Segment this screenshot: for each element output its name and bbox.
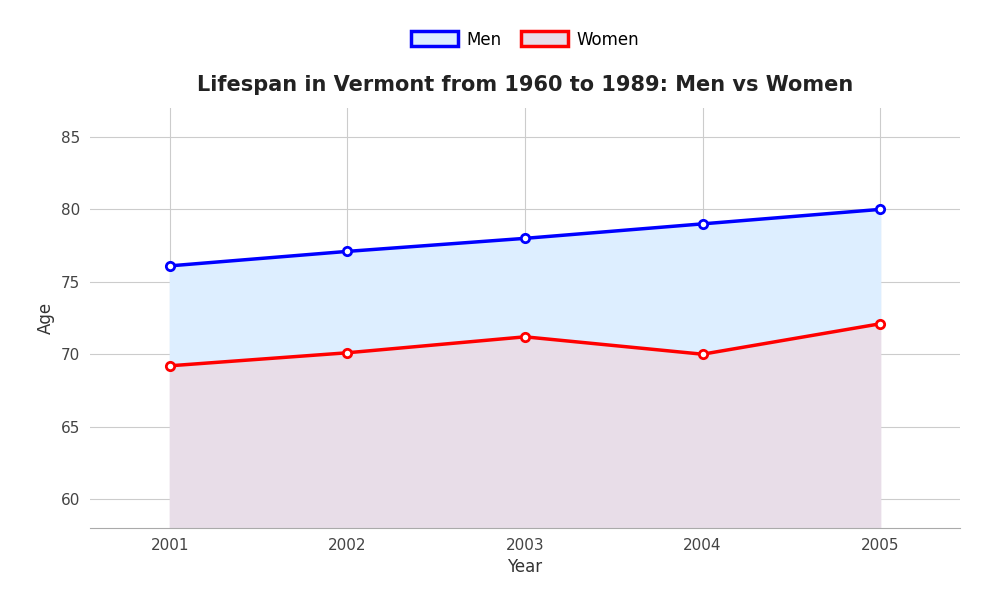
Title: Lifespan in Vermont from 1960 to 1989: Men vs Women: Lifespan in Vermont from 1960 to 1989: M…: [197, 76, 853, 95]
Y-axis label: Age: Age: [37, 302, 55, 334]
X-axis label: Year: Year: [507, 558, 543, 576]
Legend: Men, Women: Men, Women: [404, 24, 646, 55]
